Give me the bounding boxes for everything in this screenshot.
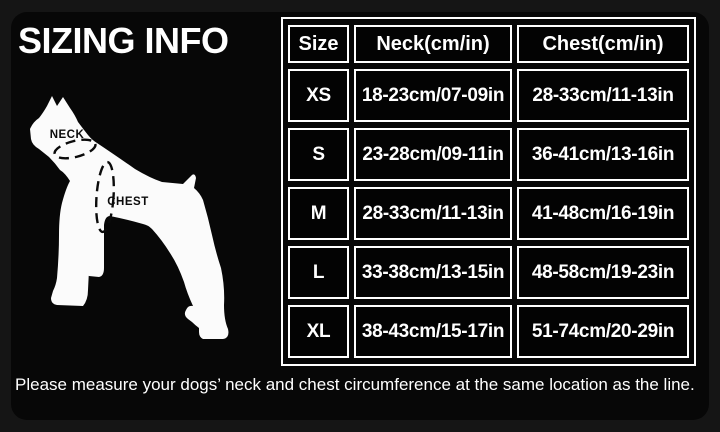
neck-range-value: 23-28cm/09-11in	[354, 128, 512, 181]
neck-range-value: 38-43cm/15-17in	[354, 305, 512, 358]
size-value: XL	[288, 305, 349, 358]
chest-range-value: 51-74cm/20-29in	[517, 305, 689, 358]
chest-range-value: 41-48cm/16-19in	[517, 187, 689, 240]
table-row-s: S 23-28cm/09-11in 36-41cm/13-16in	[288, 128, 689, 181]
table-row-l: L 33-38cm/13-15in 48-58cm/19-23in	[288, 246, 689, 299]
chest-range-value: 48-58cm/19-23in	[517, 246, 689, 299]
page-title: SIZING INFO	[18, 20, 229, 61]
column-header-size: Size	[288, 25, 349, 63]
size-value: M	[288, 187, 349, 240]
neck-label: NECK	[50, 129, 85, 141]
size-chart-table: Size Neck(cm/in) Chest(cm/in) XS 18-23cm…	[281, 17, 696, 366]
dog-measurement-diagram: NECK CHEST	[15, 85, 255, 365]
column-header-neck: Neck(cm/in)	[354, 25, 512, 63]
neck-range-value: 33-38cm/13-15in	[354, 246, 512, 299]
size-value: S	[288, 128, 349, 181]
chest-measure-ellipse	[94, 160, 116, 234]
chest-label: CHEST	[107, 196, 148, 208]
chest-range-value: 28-33cm/11-13in	[517, 69, 689, 122]
neck-range-value: 28-33cm/11-13in	[354, 187, 512, 240]
table-row-xl: XL 38-43cm/15-17in 51-74cm/20-29in	[288, 305, 689, 358]
column-header-chest: Chest(cm/in)	[517, 25, 689, 63]
neck-range-value: 18-23cm/07-09in	[354, 69, 512, 122]
table-header-row: Size Neck(cm/in) Chest(cm/in)	[288, 25, 689, 63]
measurement-instruction-text: Please measure your dogs’ neck and chest…	[15, 375, 695, 394]
table-row-xs: XS 18-23cm/07-09in 28-33cm/11-13in	[288, 69, 689, 122]
size-value: XS	[288, 69, 349, 122]
dog-silhouette-icon: NECK CHEST	[30, 96, 229, 339]
size-value: L	[288, 246, 349, 299]
neck-measure-ellipse	[53, 138, 97, 160]
table-row-m: M 28-33cm/11-13in 41-48cm/16-19in	[288, 187, 689, 240]
chest-range-value: 36-41cm/13-16in	[517, 128, 689, 181]
